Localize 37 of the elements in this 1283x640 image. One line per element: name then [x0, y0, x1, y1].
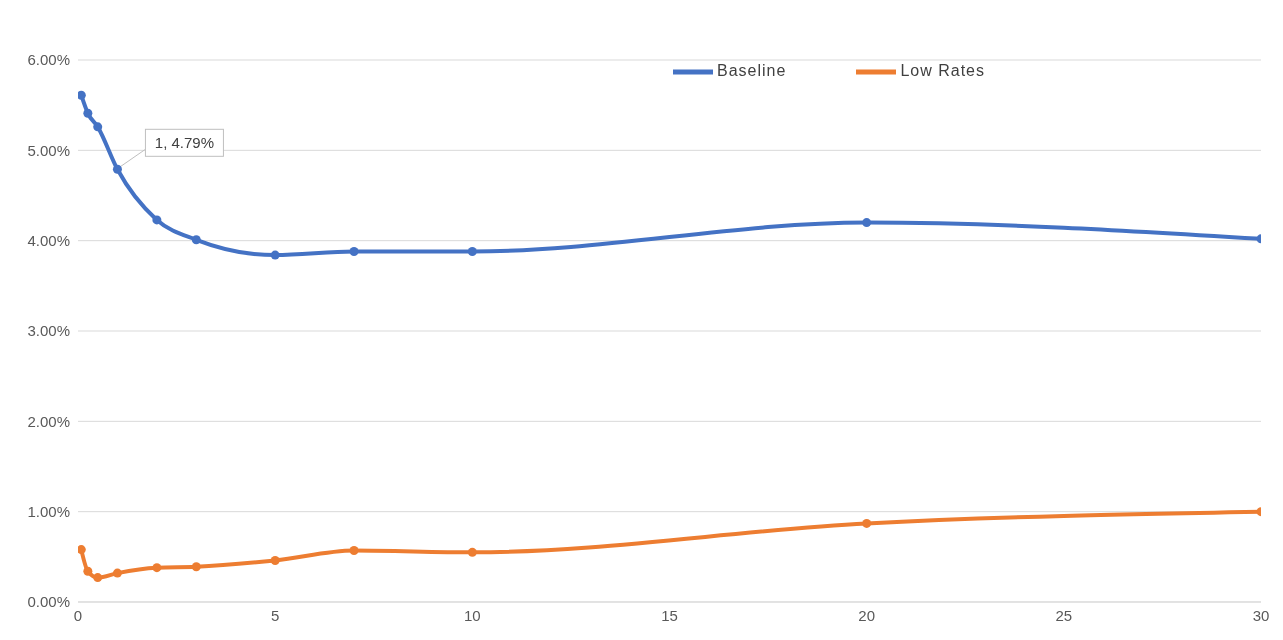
point [467, 547, 477, 557]
x-tick-label: 20 [858, 606, 876, 624]
y-tick-label: 6.00% [27, 51, 70, 69]
y-tick-label: 0.00% [27, 593, 70, 611]
legend-label: Baseline [717, 62, 787, 80]
x-tick-label: 25 [1055, 606, 1073, 624]
point [467, 247, 477, 257]
x-tick-label: 10 [463, 606, 481, 624]
y-tick-label: 5.00% [27, 141, 70, 159]
point [78, 545, 86, 555]
x-tick-label: 15 [661, 606, 678, 624]
point [152, 563, 162, 573]
point [83, 108, 93, 118]
point [349, 546, 359, 556]
point [112, 164, 122, 174]
x-tick-label: 30 [1252, 606, 1270, 624]
point [349, 247, 359, 257]
point [191, 235, 201, 245]
point [152, 215, 162, 225]
x-tick-label: 5 [270, 606, 280, 624]
annotation: 1, 4.79% [154, 134, 215, 152]
legend-label: Low Rates [900, 62, 985, 80]
point [78, 90, 86, 100]
point [862, 518, 872, 528]
point [270, 250, 280, 260]
point [93, 122, 103, 132]
x-tick-label: 0 [73, 606, 83, 624]
point [862, 218, 872, 228]
point [112, 568, 122, 578]
y-tick-label: 2.00% [27, 412, 70, 430]
point [270, 555, 280, 565]
y-tick-label: 3.00% [27, 322, 70, 340]
y-tick-label: 4.00% [27, 231, 70, 249]
y-tick-label: 1.00% [27, 502, 70, 520]
point [83, 566, 93, 576]
point [93, 573, 103, 583]
point [191, 562, 201, 572]
